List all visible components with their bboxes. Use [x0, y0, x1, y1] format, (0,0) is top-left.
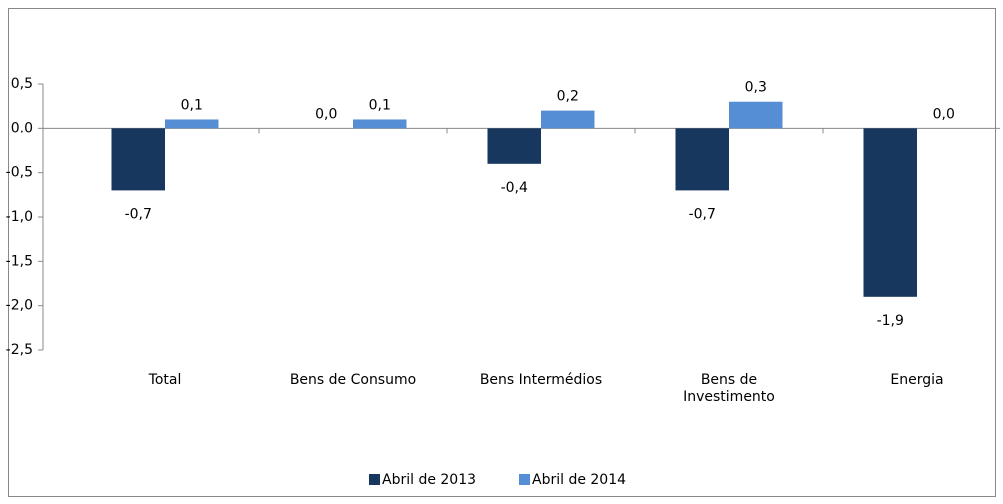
x-tick-label: Total	[148, 372, 182, 388]
x-tick-label: Energia	[890, 372, 943, 388]
y-tick-label: -0,5	[6, 165, 33, 181]
data-label: 0,0	[315, 106, 337, 122]
data-label: -0,4	[501, 180, 528, 196]
y-tick-label: 0,5	[11, 76, 33, 92]
data-label: -0,7	[125, 206, 152, 222]
x-tick-label: Bens de Investimento	[683, 372, 775, 405]
data-label: -1,9	[877, 313, 904, 329]
bar	[863, 128, 917, 297]
y-tick-label: -1,5	[6, 253, 33, 269]
data-label: -0,7	[689, 206, 716, 222]
y-tick-label: -2,5	[6, 342, 33, 358]
data-label: 0,3	[745, 80, 767, 96]
bar	[541, 110, 595, 129]
bar	[487, 128, 541, 164]
x-tick-label: Bens Intermédios	[480, 372, 602, 388]
data-label: 0,1	[181, 97, 203, 113]
legend-label: Abril de 2013	[382, 472, 476, 488]
x-tick-label: Bens de Consumo	[290, 372, 416, 388]
bar	[353, 119, 407, 129]
bar	[111, 128, 165, 191]
data-label: 0,2	[557, 89, 579, 105]
bar	[675, 128, 729, 191]
bar	[165, 119, 219, 129]
chart-border	[8, 8, 996, 497]
bar	[729, 101, 783, 129]
legend-swatch	[519, 474, 530, 485]
y-tick-label: 0.0	[11, 120, 33, 136]
legend-label: Abril de 2014	[532, 472, 626, 488]
legend-swatch	[369, 474, 380, 485]
data-label: 0,1	[369, 97, 391, 113]
y-tick-label: -2,0	[6, 298, 33, 314]
y-tick-label: -1,0	[6, 209, 33, 225]
data-label: 0,0	[933, 106, 955, 122]
